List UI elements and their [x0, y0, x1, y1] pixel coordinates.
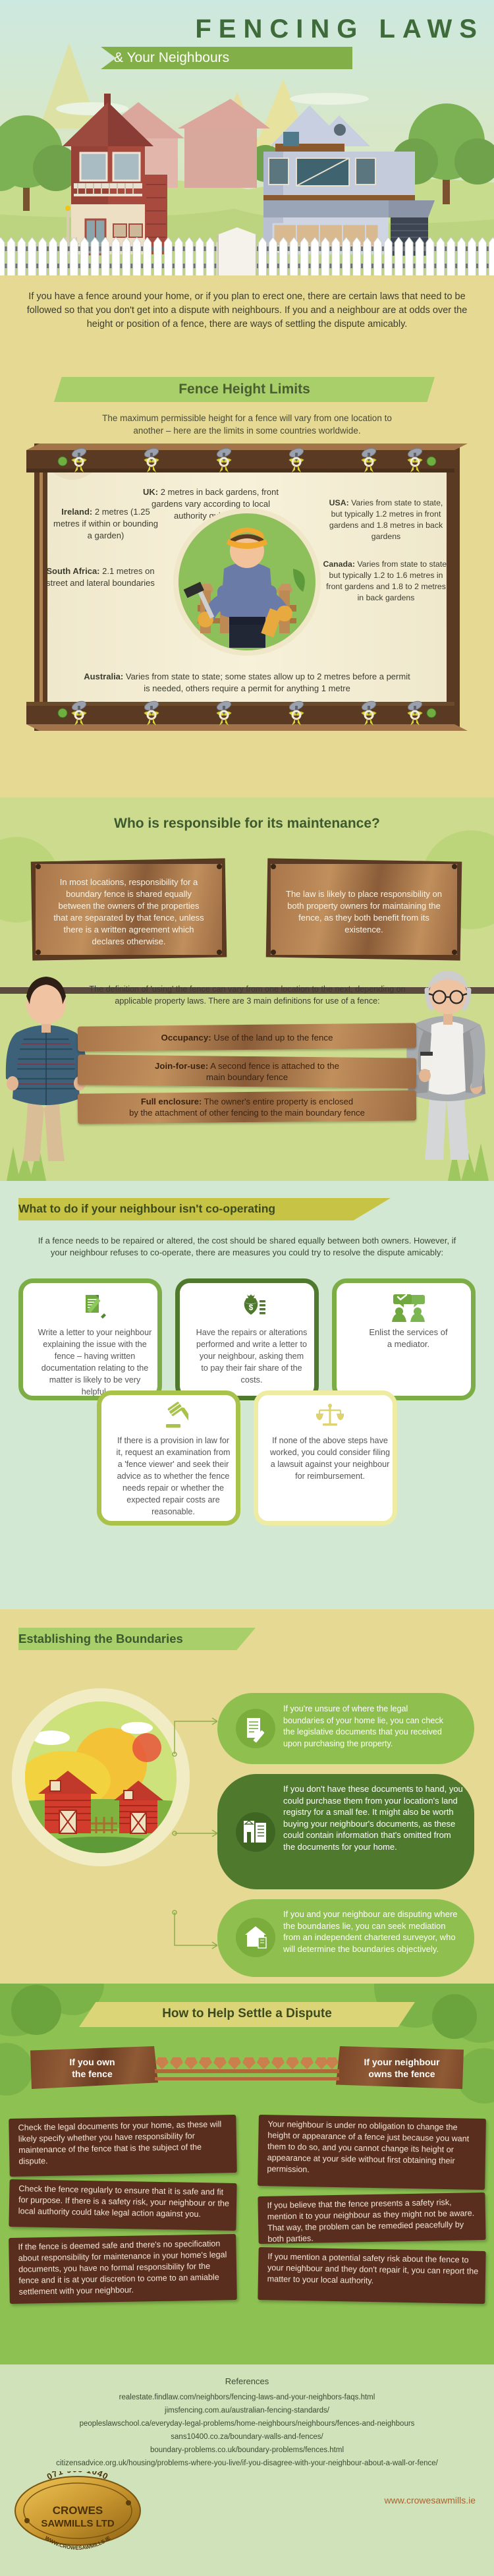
- svg-text:$: $: [249, 1303, 254, 1312]
- svg-text:CROWES: CROWES: [53, 2504, 103, 2517]
- svg-text:SAWMILLS LTD: SAWMILLS LTD: [41, 2518, 115, 2529]
